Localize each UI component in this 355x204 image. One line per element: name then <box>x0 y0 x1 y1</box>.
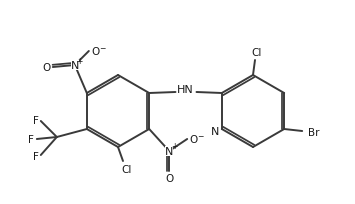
Text: O: O <box>189 134 197 144</box>
Text: HN: HN <box>177 85 194 94</box>
Text: +: + <box>76 57 82 66</box>
Text: Cl: Cl <box>122 164 132 174</box>
Text: F: F <box>28 134 34 144</box>
Text: F: F <box>33 151 39 161</box>
Text: N: N <box>165 146 173 156</box>
Text: Br: Br <box>308 127 320 137</box>
Text: −: − <box>100 44 106 53</box>
Text: F: F <box>33 115 39 125</box>
Text: N: N <box>211 126 219 136</box>
Text: O: O <box>165 173 173 183</box>
Text: −: − <box>197 131 203 140</box>
Text: O: O <box>43 63 51 73</box>
Text: +: + <box>171 142 178 151</box>
Text: Cl: Cl <box>252 48 262 58</box>
Text: N: N <box>71 61 79 71</box>
Text: O: O <box>92 47 100 57</box>
